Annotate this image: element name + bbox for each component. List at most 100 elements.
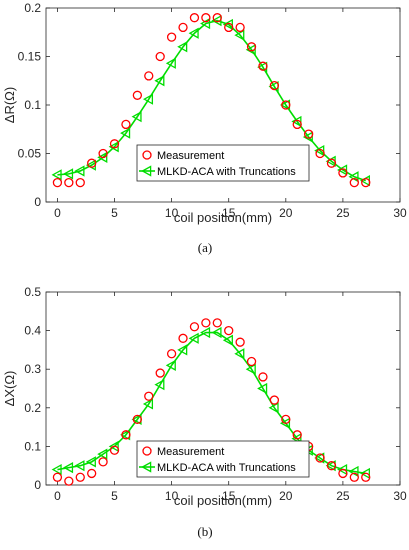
data-point-circle [144, 71, 154, 81]
data-point-triangle [200, 326, 211, 339]
data-point-circle [315, 453, 325, 463]
data-point-circle [361, 472, 371, 482]
data-point-circle [121, 119, 131, 130]
data-point-circle [98, 457, 108, 467]
data-point-triangle [97, 151, 108, 163]
data-point-circle [64, 177, 74, 188]
y-tick-label: 0 [34, 195, 41, 209]
data-point-triangle [131, 111, 142, 123]
data-point-circle [338, 168, 348, 178]
data-point-triangle [177, 344, 188, 356]
chart-caption: (b) [197, 524, 212, 539]
x-tick-label: 0 [54, 489, 61, 503]
y-axis-label: ΔR(Ω) [2, 87, 17, 123]
data-point-triangle [234, 29, 245, 41]
data-point-circle [315, 148, 325, 159]
data-point-circle [224, 325, 234, 336]
data-point-circle [155, 368, 165, 378]
data-point-triangle [165, 57, 176, 69]
data-point-triangle [142, 93, 154, 105]
data-point-triangle [177, 41, 188, 53]
series-line-mlkd-aca [57, 19, 366, 182]
data-point-triangle [337, 463, 348, 476]
data-point-circle [189, 13, 200, 23]
data-point-circle [235, 337, 245, 347]
data-point-circle [98, 148, 108, 159]
data-point-triangle [154, 75, 165, 87]
data-point-circle [52, 177, 63, 188]
data-point-circle [132, 414, 143, 425]
y-tick-label: 0.15 [18, 50, 42, 64]
data-point-triangle [51, 463, 62, 476]
data-point-triangle [74, 460, 85, 472]
legend-marker-mlkd-aca [141, 461, 152, 473]
data-point-circle [87, 468, 97, 479]
data-point-circle [303, 129, 314, 139]
x-tick-label: 5 [111, 206, 118, 220]
legend-marker-measurement [142, 446, 152, 456]
data-point-triangle [211, 326, 222, 339]
y-axis-label: ΔX(Ω) [2, 371, 17, 407]
x-tick-label: 15 [222, 206, 236, 220]
data-point-circle [212, 318, 222, 328]
data-point-circle [224, 22, 234, 33]
data-point-triangle [234, 348, 245, 360]
data-point-triangle [63, 168, 74, 180]
data-point-circle [212, 13, 222, 23]
y-tick-label: 0.1 [24, 439, 41, 453]
data-point-triangle [85, 456, 96, 468]
legend: Measurement MLKD-ACA with Truncations [136, 144, 310, 182]
data-point-triangle [63, 462, 74, 474]
data-point-triangle [188, 27, 199, 39]
data-point-circle [281, 414, 291, 425]
data-point-triangle [188, 332, 199, 344]
x-tick-label: 5 [111, 489, 118, 503]
data-point-triangle [165, 359, 176, 371]
data-point-circle [178, 333, 188, 343]
data-point-circle [246, 356, 257, 367]
data-point-triangle [154, 379, 165, 391]
data-point-triangle [257, 382, 268, 395]
x-tick-label: 10 [165, 489, 179, 503]
data-point-circle [75, 472, 85, 482]
data-point-triangle [51, 169, 62, 181]
data-point-circle [166, 32, 177, 42]
data-point-circle [132, 90, 143, 100]
x-axis-label: coil position(mm) [174, 210, 272, 225]
data-point-circle [121, 430, 131, 440]
data-point-circle [52, 472, 63, 482]
data-point-circle [258, 61, 268, 71]
x-tick-label: 30 [393, 206, 407, 220]
chart-b: 0 5 10 15 20 25 30 0 0.1 0.2 0.3 0.4 0.5 coil positio… [2, 285, 407, 539]
y-tick-label: 0.3 [24, 362, 41, 376]
legend: Measurement MLKD-ACA with Truncations [136, 440, 310, 478]
x-tick-label: 10 [165, 206, 179, 220]
x-tick-label: 0 [54, 206, 61, 220]
data-point-triangle [74, 165, 85, 177]
data-point-circle [326, 158, 337, 168]
y-tick-label: 0.1 [24, 98, 41, 112]
data-point-circle [109, 445, 120, 455]
x-axis-label: coil position(mm) [174, 493, 272, 508]
chart-caption: (a) [198, 240, 212, 255]
data-point-circle [189, 322, 200, 332]
legend-label-measurement: Measurement [157, 446, 224, 458]
data-point-triangle [108, 440, 119, 453]
legend-box [136, 144, 310, 182]
legend-label-mlkd-aca: MLKD-ACA with Truncations [157, 462, 296, 474]
data-point-circle [178, 22, 188, 33]
y-tick-label: 0.05 [18, 147, 42, 161]
data-point-triangle [97, 448, 108, 460]
x-tick-label: 20 [279, 206, 293, 220]
data-point-circle [281, 100, 291, 110]
data-point-circle [338, 468, 348, 479]
data-point-circle [258, 372, 268, 382]
x-tick-label: 25 [336, 206, 350, 220]
x-tick-label: 25 [336, 489, 350, 503]
x-tick-label: 20 [279, 489, 293, 503]
data-point-triangle [120, 127, 131, 139]
data-point-circle [235, 22, 245, 33]
chart-a: 0 5 10 15 20 25 30 0 0.05 0.1 0.15 0.2 coil position… [2, 1, 407, 255]
data-point-triangle [279, 417, 291, 429]
